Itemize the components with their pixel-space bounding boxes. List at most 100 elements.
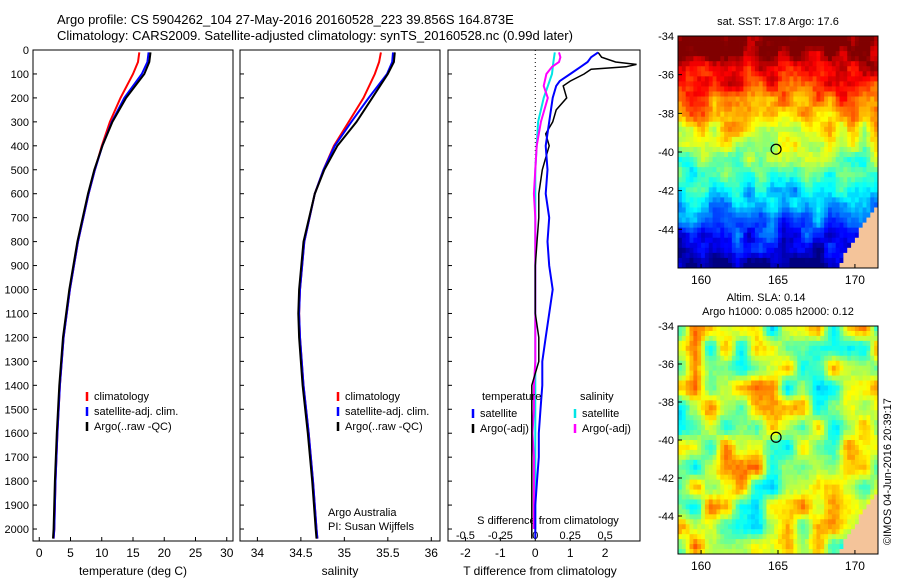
sla-map-cell	[770, 484, 775, 490]
sst-map-cell	[816, 101, 821, 108]
sla-map-cell	[774, 415, 779, 421]
sla-map-cell	[797, 400, 802, 406]
sla-map-cell	[685, 430, 690, 436]
sst-map-cell	[866, 136, 871, 143]
sla-map-cell	[708, 534, 714, 540]
sst-map-cell	[812, 177, 817, 183]
sla-map-cell	[847, 410, 852, 416]
sst-map-cell	[731, 141, 737, 148]
sst-map-cell	[685, 96, 690, 102]
sla-map-cell	[862, 360, 867, 367]
sla-map-cell	[754, 425, 760, 431]
sst-map-cell	[839, 242, 844, 249]
sst-map-cell	[731, 76, 737, 82]
sst-map-cell	[816, 152, 821, 158]
sst-map-cell	[720, 222, 725, 229]
sla-map-cell	[712, 524, 717, 530]
sst-map-cell	[874, 157, 879, 163]
sla-map-cell	[770, 395, 775, 401]
sla-map-cell	[820, 529, 825, 535]
sst-map-cell	[828, 51, 833, 57]
sst-map-cell	[739, 157, 744, 163]
sla-map-cell	[785, 355, 790, 362]
sst-map-cell	[828, 46, 833, 52]
sst-map-cell	[697, 126, 702, 133]
sst-map-cell	[704, 177, 710, 183]
sla-map-cell	[839, 459, 844, 466]
sst-map-cell	[701, 242, 706, 249]
sst-map-cell	[785, 207, 790, 213]
sst-map-cell	[854, 202, 860, 208]
sla-map-cell	[751, 539, 756, 545]
sst-map-cell	[712, 71, 717, 77]
sla-map-cell	[808, 415, 814, 421]
sst-map-cell	[704, 207, 710, 213]
sst-map-cell	[739, 237, 744, 244]
sst-map-cell	[835, 126, 840, 133]
sst-map-cell	[801, 207, 806, 213]
sla-map-cell	[681, 370, 687, 376]
sst-map-cell	[678, 172, 683, 178]
sst-map-cell	[678, 217, 683, 224]
sla-map-cell	[747, 539, 752, 545]
sla-map-cell	[724, 519, 729, 525]
sla-map-cell	[793, 494, 798, 500]
sla-map-cell	[693, 380, 698, 386]
sst-map-cell	[851, 207, 856, 213]
sla-map-cell	[735, 440, 740, 446]
sst-map-cell	[731, 232, 737, 239]
sst-map-cell	[701, 111, 706, 118]
sla-map-cell	[816, 440, 821, 446]
sla-map-cell	[797, 420, 802, 426]
sst-map-cell	[866, 172, 871, 178]
sla-map-cell	[697, 509, 702, 515]
sla-map-cell	[831, 420, 837, 426]
sla-map-cell	[735, 360, 740, 367]
sla-map-cell	[704, 509, 710, 515]
sla-map-cell	[816, 494, 821, 500]
sla-map-cell	[720, 430, 725, 436]
sst-map-cell	[762, 252, 767, 259]
sst-map-cell	[812, 167, 817, 173]
sst-map-cell	[708, 91, 714, 97]
sst-map-cell	[754, 116, 760, 123]
sla-map-cell	[843, 474, 848, 481]
sla-map-cell	[728, 484, 733, 490]
sla-map-cell	[828, 365, 833, 372]
sst-map-cell	[835, 257, 840, 264]
sla-map-cell	[781, 385, 787, 391]
sla-map-cell	[847, 514, 852, 520]
sla-map-cell	[858, 430, 864, 436]
sla-map-cell	[689, 499, 694, 505]
sla-map-cell	[828, 479, 833, 486]
sla-map-cell	[774, 534, 779, 540]
sst-map-cell	[724, 232, 729, 239]
sst-map-cell	[693, 41, 698, 47]
sla-map-cell	[862, 350, 867, 357]
sla-map-cell	[681, 410, 687, 416]
sla-map-cell	[866, 435, 871, 441]
sst-map-cell	[839, 222, 844, 229]
sla-map-cell	[839, 514, 844, 520]
sla-map-cell	[747, 509, 752, 515]
sst-map-cell	[708, 227, 714, 234]
sla-map-cell	[858, 335, 864, 342]
sla-map-cell	[808, 340, 814, 347]
sla-map-cell	[681, 469, 687, 476]
sst-map-cell	[697, 41, 702, 47]
sst-map-cell	[762, 76, 767, 82]
sst-map-cell	[766, 116, 771, 123]
sst-map-cell	[847, 177, 852, 183]
sst-map-cell	[812, 242, 817, 249]
sla-map-cell	[789, 479, 794, 486]
sst-map-cell	[831, 101, 837, 108]
sla-map-cell	[824, 430, 829, 436]
sst-map-cell	[816, 167, 821, 173]
sla-map-cell	[854, 514, 860, 520]
sst-map-cell	[804, 131, 810, 138]
sla-map-cell	[820, 469, 825, 476]
sst-map-cell	[770, 81, 775, 87]
sst-map-cell	[839, 136, 844, 143]
sla-map-cell	[712, 440, 717, 446]
sla-map-cell	[720, 340, 725, 347]
